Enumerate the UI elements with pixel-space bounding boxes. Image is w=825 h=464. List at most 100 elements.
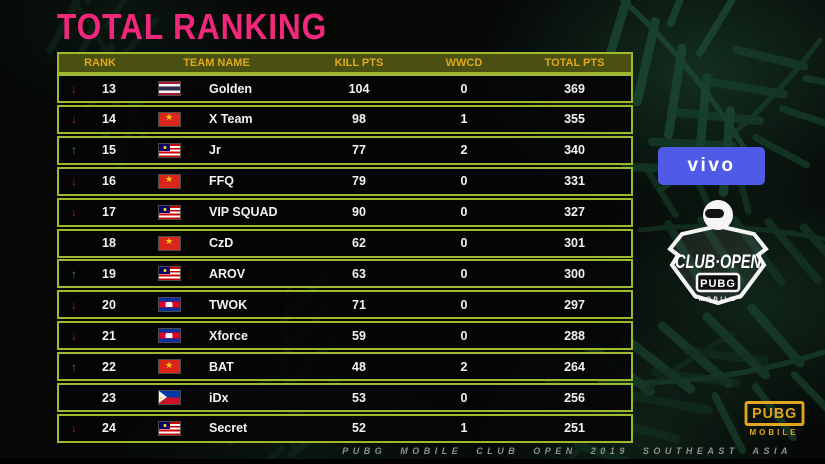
kill-pts-value: 98 — [352, 112, 366, 127]
kill-pts-value: 104 — [348, 81, 370, 96]
total-pts-value: 340 — [564, 143, 585, 158]
kill-pts-value: 90 — [352, 205, 366, 220]
column-header-team-name: TEAM NAME — [183, 57, 250, 69]
team-name: TWOK — [209, 297, 248, 312]
pubg-mobile-logo: PUBG MOBILE — [743, 401, 805, 437]
wwcd-value: 0 — [460, 205, 468, 220]
wwcd-value: 0 — [460, 328, 468, 343]
trend-down-icon: ↓ — [71, 81, 77, 96]
kill-pts-value: 52 — [352, 421, 366, 436]
total-pts-value: 301 — [564, 236, 585, 251]
wwcd-value: 2 — [460, 359, 468, 374]
ranking-table: RANK TEAM NAME KILL PTS WWCD TOTAL PTS ↓… — [57, 52, 633, 443]
team-name: BAT — [209, 359, 234, 374]
table-body: ↓ 13 Golden 104 0 369 ↓ 14 X Team 98 1 3… — [57, 74, 633, 443]
wwcd-value: 0 — [460, 390, 468, 405]
total-pts-value: 369 — [564, 81, 585, 96]
team-name: AROV — [209, 266, 246, 281]
team-name: CzD — [209, 236, 234, 251]
cambodia-flag-icon — [158, 329, 180, 343]
trend-down-icon: ↓ — [71, 297, 77, 312]
wwcd-value: 0 — [460, 81, 468, 96]
pubg-logo-sub: MOBILE — [749, 428, 799, 437]
table-row: 23 iDx 53 0 256 — [57, 383, 633, 413]
column-header-kill-pts: KILL PTS — [334, 57, 384, 69]
rank-value: 18 — [102, 236, 116, 251]
team-name: VIP SQUAD — [209, 205, 278, 220]
pubg-logo-main: PUBG — [744, 401, 805, 426]
column-header-total-pts: TOTAL PTS — [544, 57, 605, 69]
table-row: ↓ 14 X Team 98 1 355 — [57, 104, 633, 134]
total-pts-value: 251 — [564, 421, 585, 436]
rank-value: 23 — [102, 390, 116, 405]
rank-value: 15 — [102, 143, 116, 158]
column-header-wwcd: WWCD — [445, 57, 483, 69]
kill-pts-value: 62 — [352, 236, 366, 251]
wwcd-value: 0 — [460, 297, 468, 312]
kill-pts-value: 59 — [352, 328, 366, 343]
rank-value: 17 — [102, 205, 116, 220]
malaysia-flag-icon — [158, 143, 180, 157]
table-row: ↑ 22 BAT 48 2 264 — [57, 352, 633, 382]
table-row: ↓ 13 Golden 104 0 369 — [57, 74, 633, 103]
kill-pts-value: 79 — [352, 174, 366, 189]
rank-value: 20 — [102, 297, 116, 312]
team-name: Secret — [209, 421, 248, 436]
rank-value: 14 — [102, 112, 116, 127]
kill-pts-value: 63 — [352, 266, 366, 281]
kill-pts-value: 53 — [352, 390, 366, 405]
wwcd-value: 1 — [460, 112, 468, 127]
malaysia-flag-icon — [158, 421, 180, 435]
trend-up-icon: ↑ — [71, 143, 77, 158]
total-pts-value: 300 — [564, 266, 585, 281]
trend-down-icon: ↓ — [71, 205, 77, 220]
trend-down-icon: ↓ — [71, 421, 77, 436]
column-header-rank: RANK — [84, 57, 116, 69]
team-name: Golden — [209, 81, 253, 96]
total-pts-value: 355 — [564, 112, 585, 127]
table-row: ↓ 21 Xforce 59 0 288 — [57, 321, 633, 351]
table-row: ↑ 19 AROV 63 0 300 — [57, 259, 633, 289]
wwcd-value: 0 — [460, 236, 468, 251]
total-pts-value: 256 — [564, 390, 585, 405]
table-row: ↓ 24 Secret 52 1 251 — [57, 413, 633, 443]
philippines-flag-icon — [158, 391, 180, 405]
team-name: Xforce — [209, 328, 248, 343]
total-pts-value: 297 — [564, 297, 585, 312]
total-pts-value: 264 — [564, 359, 585, 374]
trend-down-icon: ↓ — [71, 328, 77, 343]
wwcd-value: 1 — [460, 421, 468, 436]
team-name: FFQ — [209, 174, 234, 189]
vietnam-flag-icon — [158, 112, 180, 126]
vietnam-flag-icon — [158, 236, 180, 250]
trend-down-icon: ↓ — [71, 112, 77, 127]
rank-value: 24 — [102, 421, 116, 436]
table-row: 18 CzD 62 0 301 — [57, 228, 633, 258]
malaysia-flag-icon — [158, 205, 180, 219]
club-open-badge-sub: MOBILE — [699, 297, 737, 303]
club-open-logo: CLUB·OPEN PUBG MOBILE — [667, 200, 769, 306]
wwcd-value: 0 — [460, 266, 468, 281]
rank-value: 21 — [102, 328, 116, 343]
wwcd-value: 0 — [460, 174, 468, 189]
club-open-badge-text: PUBG — [700, 278, 736, 290]
kill-pts-value: 77 — [352, 143, 366, 158]
trend-up-icon: ↑ — [71, 359, 77, 374]
vivo-logo-label: vivo — [687, 155, 736, 176]
table-row: ↑ 15 Jr 77 2 340 — [57, 135, 633, 165]
rank-value: 16 — [102, 174, 116, 189]
malaysia-flag-icon — [158, 267, 180, 281]
rank-value: 22 — [102, 359, 116, 374]
rank-value: 19 — [102, 266, 116, 281]
kill-pts-value: 71 — [352, 297, 366, 312]
team-name: Jr — [209, 143, 221, 158]
footer-watermark: PUBG MOBILE CLUB OPEN 2019 SOUTHEAST ASI… — [342, 446, 792, 456]
rank-value: 13 — [102, 81, 116, 96]
table-row: ↓ 20 TWOK 71 0 297 — [57, 290, 633, 320]
page-title: TOTAL RANKING — [57, 6, 328, 47]
club-open-wordmark: CLUB·OPEN — [675, 252, 762, 273]
bottom-letterbox-bar — [0, 459, 825, 464]
kill-pts-value: 48 — [352, 359, 366, 374]
table-row: ↓ 17 VIP SQUAD 90 0 327 — [57, 197, 633, 227]
table-header: RANK TEAM NAME KILL PTS WWCD TOTAL PTS — [57, 52, 633, 74]
